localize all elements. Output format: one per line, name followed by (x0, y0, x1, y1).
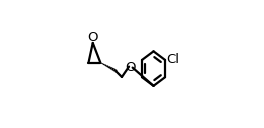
Text: O: O (87, 31, 98, 44)
Text: O: O (126, 61, 136, 74)
Text: Cl: Cl (167, 53, 180, 66)
